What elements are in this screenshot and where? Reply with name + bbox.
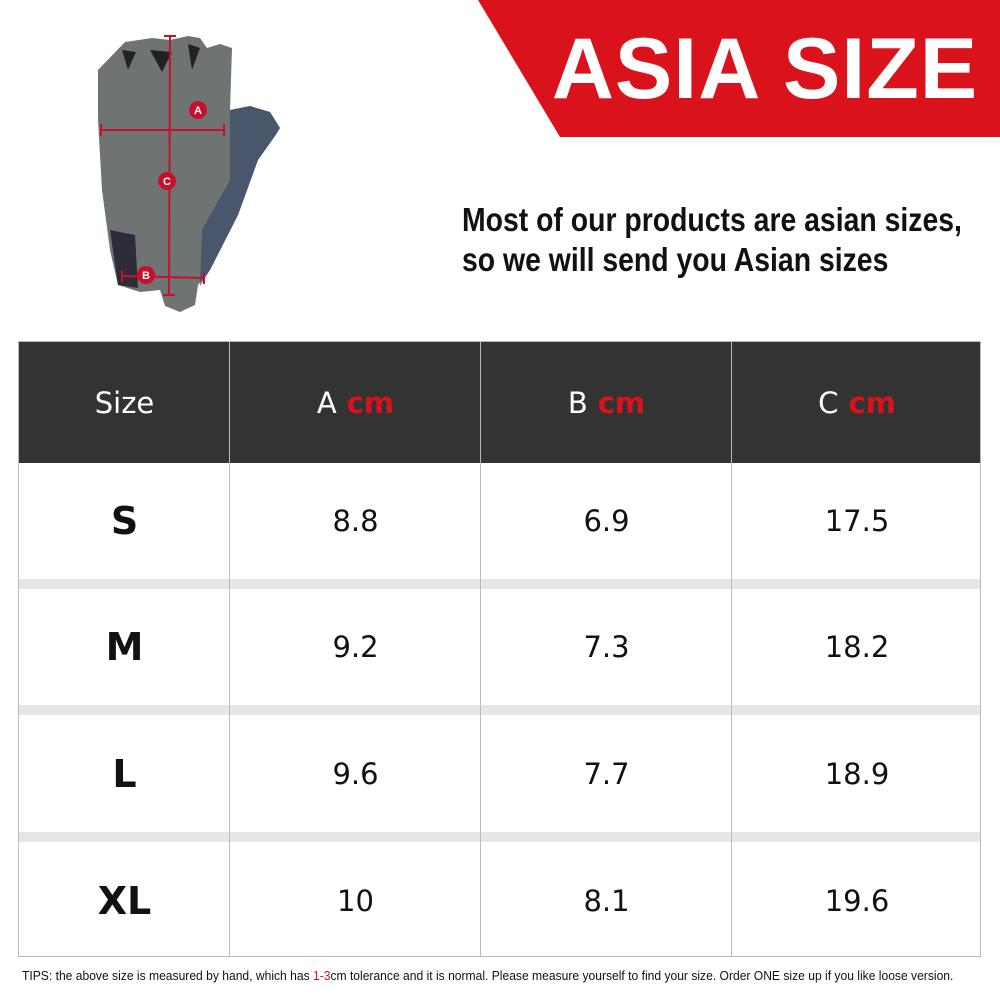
header-unit: cm [848, 385, 896, 420]
measurement-b-cell: 7.3 [583, 630, 630, 664]
header-label: A [316, 385, 337, 420]
header-unit: cm [346, 385, 395, 420]
column-divider [731, 342, 732, 956]
header-label: B [567, 385, 588, 420]
measurement-c-cell: 17.5 [824, 504, 890, 538]
marker-b: B [142, 270, 150, 282]
table-row: XL 10 8.1 19.6 [19, 843, 980, 959]
measurement-b-cell: 6.9 [583, 504, 630, 538]
note-line-2: so we will send you Asian sizes [462, 241, 889, 278]
size-cell: M [105, 625, 144, 669]
measurement-c-cell: 18.9 [824, 757, 890, 791]
tips-suffix: cm tolerance and it is normal. Please me… [330, 968, 954, 983]
measurement-a-cell: 8.8 [332, 504, 379, 538]
marker-c: C [163, 176, 171, 188]
tips-prefix: TIPS: the above size is measured by hand… [22, 968, 313, 983]
size-cell: S [110, 499, 139, 543]
measurement-b-cell: 8.1 [583, 884, 630, 918]
column-divider [480, 342, 481, 956]
banner-title: ASIA SIZE [551, 21, 979, 117]
row-separator [19, 705, 980, 715]
column-divider [229, 342, 230, 956]
header-unit: cm [597, 385, 646, 420]
marker-a: A [194, 105, 202, 117]
banner-background [478, 0, 1000, 137]
table-row: M 9.2 7.3 18.2 [19, 589, 980, 705]
measurement-a-cell: 9.6 [332, 757, 379, 791]
measurement-c-cell: 18.2 [824, 630, 890, 664]
size-cell: L [112, 752, 137, 796]
table-row: L 9.6 7.7 18.9 [19, 716, 980, 832]
row-separator [19, 579, 980, 589]
note-line-1: Most of our products are asian sizes, [462, 201, 962, 238]
asian-size-note: Most of our products are asian sizes, so… [462, 200, 962, 280]
tips-tolerance: 1-3 [312, 968, 331, 983]
header-label: C [818, 385, 839, 420]
glove-measurement-image: A B C [98, 35, 280, 312]
table-row: S 8.8 6.9 17.5 [19, 463, 980, 579]
row-separator [19, 832, 980, 842]
measurement-a-cell: 10 [337, 884, 374, 918]
tips-text: TIPS: the above size is measured by hand… [22, 968, 953, 983]
measurement-b-cell: 7.7 [583, 757, 630, 791]
size-cell: XL [97, 879, 152, 923]
header-label: Size [94, 385, 155, 420]
measurement-a-cell: 9.2 [332, 630, 379, 664]
header-size: Size [19, 342, 230, 463]
measurement-c-cell: 19.6 [824, 884, 890, 918]
